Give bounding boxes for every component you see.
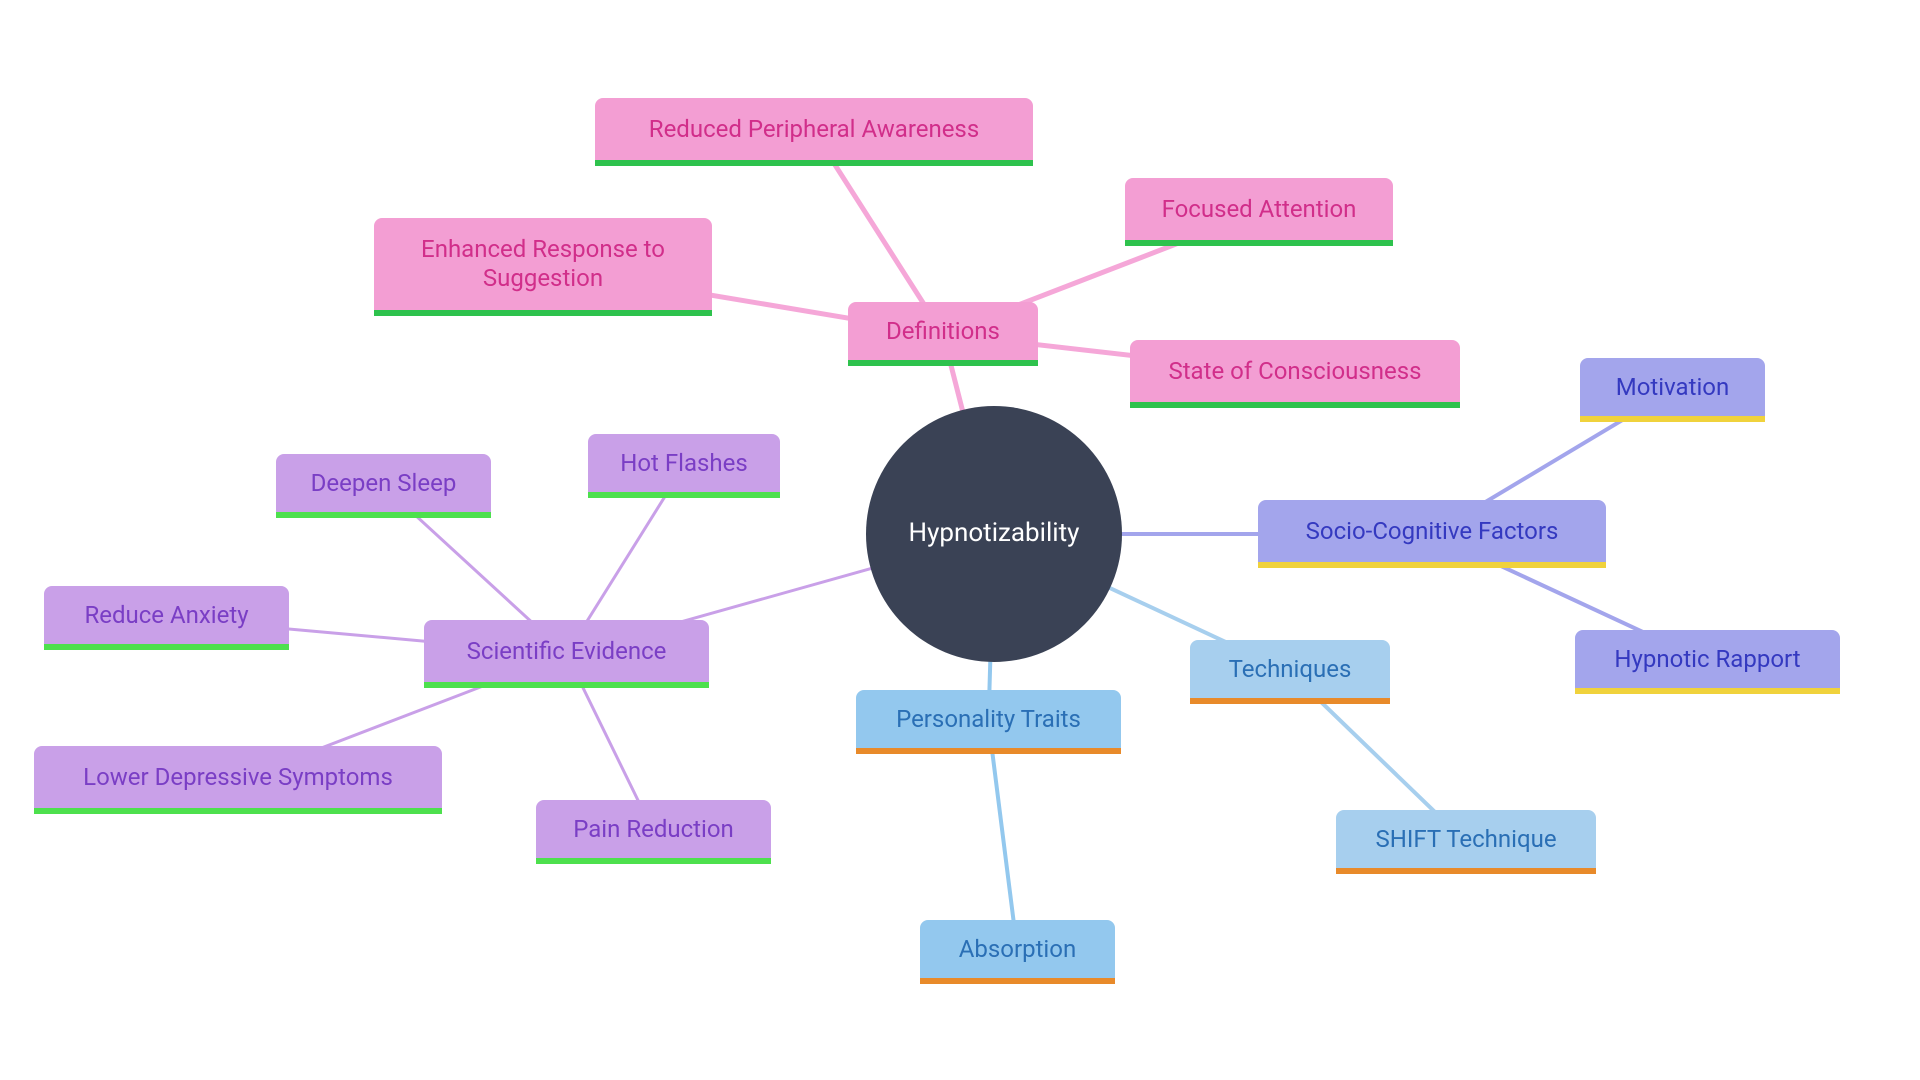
node-reduced-periph: Reduced Peripheral Awareness [595, 98, 1033, 166]
node-pain-reduction: Pain Reduction [536, 800, 771, 864]
node-label: Reduced Peripheral Awareness [649, 115, 979, 144]
node-lower-depressive: Lower Depressive Symptoms [34, 746, 442, 814]
node-label: State of Consciousness [1168, 357, 1421, 386]
center-node-label: Hypnotizability [909, 518, 1080, 549]
node-absorption: Absorption [920, 920, 1115, 984]
edge-personality-absorption [989, 722, 1018, 952]
node-label: Personality Traits [896, 705, 1081, 734]
node-label: Enhanced Response to Suggestion [421, 235, 665, 293]
node-label: Hypnotic Rapport [1614, 645, 1800, 674]
node-label: Socio-Cognitive Factors [1306, 517, 1559, 546]
node-label: Motivation [1616, 373, 1729, 402]
node-deepen-sleep: Deepen Sleep [276, 454, 491, 518]
node-motivation: Motivation [1580, 358, 1765, 422]
node-label: Lower Depressive Symptoms [83, 763, 393, 792]
node-label: Definitions [886, 317, 1000, 346]
node-label: Reduce Anxiety [84, 601, 248, 630]
node-label: Hot Flashes [620, 449, 748, 478]
node-socio: Socio-Cognitive Factors [1258, 500, 1606, 568]
node-state-consciousness: State of Consciousness [1130, 340, 1460, 408]
node-techniques: Techniques [1190, 640, 1390, 704]
node-label: Deepen Sleep [311, 469, 457, 498]
node-enhanced-response: Enhanced Response to Suggestion [374, 218, 712, 316]
node-label: Focused Attention [1162, 195, 1357, 224]
node-focused-attention: Focused Attention [1125, 178, 1393, 246]
center-node-hypnotizability: Hypnotizability [866, 406, 1122, 662]
node-label: Pain Reduction [573, 815, 734, 844]
node-definitions: Definitions [848, 302, 1038, 366]
node-label: SHIFT Technique [1375, 825, 1556, 854]
node-evidence: Scientific Evidence [424, 620, 709, 688]
node-personality: Personality Traits [856, 690, 1121, 754]
node-hot-flashes: Hot Flashes [588, 434, 780, 498]
mindmap-stage: Hypnotizability Definitions Focused Attent… [0, 0, 1920, 1080]
node-rapport: Hypnotic Rapport [1575, 630, 1840, 694]
node-shift: SHIFT Technique [1336, 810, 1596, 874]
node-label: Scientific Evidence [467, 637, 667, 666]
node-label: Absorption [959, 935, 1076, 964]
node-reduce-anxiety: Reduce Anxiety [44, 586, 289, 650]
node-label: Techniques [1229, 655, 1352, 684]
